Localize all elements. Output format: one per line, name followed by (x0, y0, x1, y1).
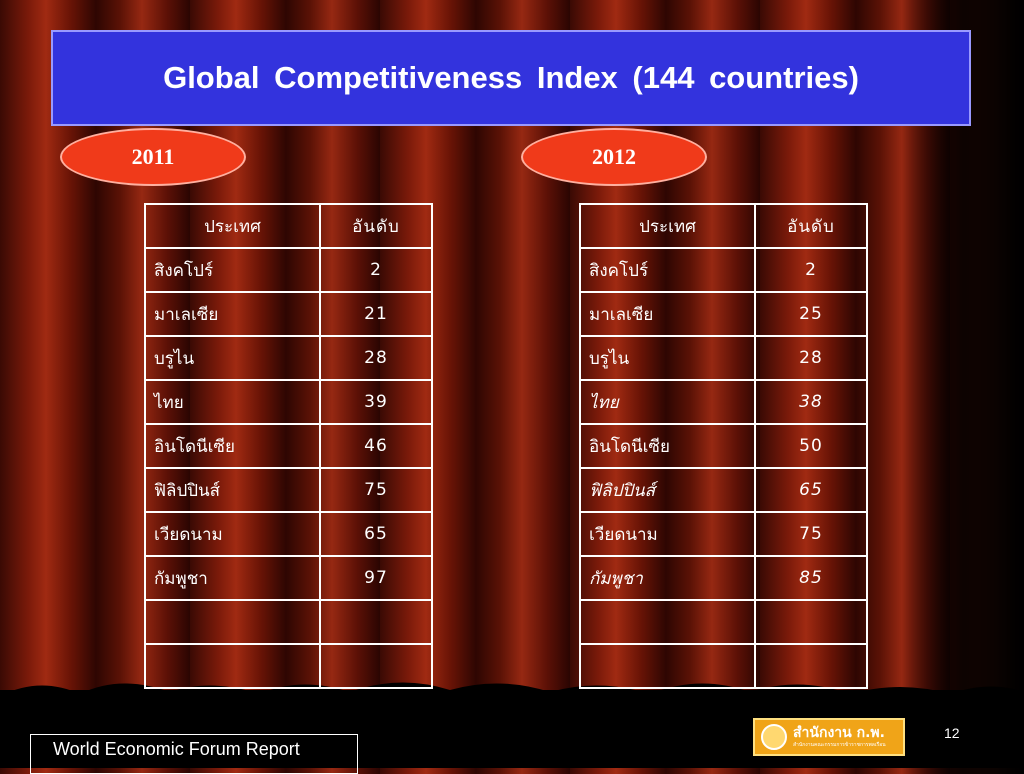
country-cell: บรูไน (144, 335, 321, 381)
table-header-row: ประเทศ อันดับ (579, 203, 868, 249)
country-cell: กัมพูชา (579, 555, 756, 601)
country-cell: มาเลเซีย (579, 291, 756, 337)
table-row: เวียดนาม 75 (579, 511, 868, 557)
year-badge-2012: 2012 (521, 128, 707, 186)
country-cell: ไทย (144, 379, 321, 425)
seal-icon (761, 724, 787, 750)
source-text: World Economic Forum Report (53, 739, 300, 759)
country-cell: อินโดนีเซีย (579, 423, 756, 469)
table-row (144, 599, 433, 645)
header-rank: อันดับ (319, 203, 433, 249)
table-row (579, 599, 868, 645)
rank-cell: 46 (319, 423, 433, 469)
year-badge-2011: 2011 (60, 128, 246, 186)
header-rank: อันดับ (754, 203, 868, 249)
table-row: บรูไน 28 (579, 335, 868, 381)
rank-cell (754, 599, 868, 645)
table-row: อินโดนีเซีย 46 (144, 423, 433, 469)
ranking-table-2011: ประเทศ อันดับ สิงคโปร์ 2 มาเลเซีย 21 บรูไน 28 ไท… (144, 203, 433, 689)
table-row: ไทย 38 (579, 379, 868, 425)
rank-cell: 28 (319, 335, 433, 381)
table-row (579, 643, 868, 689)
logo-text: สำนักงาน ก.พ. (793, 725, 885, 741)
country-cell: ฟิลิปปินส์ (579, 467, 756, 513)
page-number: 12 (944, 725, 960, 741)
rank-cell (319, 599, 433, 645)
ocsc-logo: สำนักงาน ก.พ. สำนักงานคณะกรรมการข้าราชกา… (753, 718, 905, 756)
table-row: สิงคโปร์ 2 (579, 247, 868, 293)
country-cell (144, 643, 321, 689)
ranking-table-2012: ประเทศ อันดับ สิงคโปร์ 2 มาเลเซีย 25 บรูไน 28 ไท… (579, 203, 868, 689)
rank-cell: 39 (319, 379, 433, 425)
country-cell: สิงคโปร์ (144, 247, 321, 293)
country-cell (579, 643, 756, 689)
table-row: มาเลเซีย 21 (144, 291, 433, 337)
year-label-2011: 2011 (131, 144, 175, 169)
rank-cell: 85 (754, 555, 868, 601)
rank-cell: 65 (319, 511, 433, 557)
rank-cell: 65 (754, 467, 868, 513)
rank-cell: 97 (319, 555, 433, 601)
table-row: ฟิลิปปินส์ 65 (579, 467, 868, 513)
rank-cell: 2 (754, 247, 868, 293)
table-row: มาเลเซีย 25 (579, 291, 868, 337)
table-row: เวียดนาม 65 (144, 511, 433, 557)
table-header-row: ประเทศ อันดับ (144, 203, 433, 249)
rank-cell: 2 (319, 247, 433, 293)
country-cell: สิงคโปร์ (579, 247, 756, 293)
country-cell: ไทย (579, 379, 756, 425)
rank-cell: 25 (754, 291, 868, 337)
country-cell: ฟิลิปปินส์ (144, 467, 321, 513)
country-cell: เวียดนาม (144, 511, 321, 557)
table-row: ฟิลิปปินส์ 75 (144, 467, 433, 513)
year-label-2012: 2012 (592, 144, 636, 169)
table-row: บรูไน 28 (144, 335, 433, 381)
rank-cell: 21 (319, 291, 433, 337)
header-country: ประเทศ (144, 203, 321, 249)
table-row (144, 643, 433, 689)
table-row: กัมพูชา 97 (144, 555, 433, 601)
rank-cell: 75 (319, 467, 433, 513)
table-row: ไทย 39 (144, 379, 433, 425)
source-caption: World Economic Forum Report (30, 734, 358, 774)
page-title: Global Competitiveness Index (144 countr… (163, 60, 859, 95)
rank-cell: 75 (754, 511, 868, 557)
country-cell: เวียดนาม (579, 511, 756, 557)
rank-cell (319, 643, 433, 689)
country-cell: กัมพูชา (144, 555, 321, 601)
rank-cell (754, 643, 868, 689)
rank-cell: 50 (754, 423, 868, 469)
logo-subtext: สำนักงานคณะกรรมการข้าราชการพลเรือน (793, 742, 886, 748)
country-cell: อินโดนีเซีย (144, 423, 321, 469)
header-country: ประเทศ (579, 203, 756, 249)
country-cell: มาเลเซีย (144, 291, 321, 337)
table-row: สิงคโปร์ 2 (144, 247, 433, 293)
country-cell: บรูไน (579, 335, 756, 381)
table-row: กัมพูชา 85 (579, 555, 868, 601)
rank-cell: 38 (754, 379, 868, 425)
title-banner: Global Competitiveness Index (144 countr… (51, 30, 971, 126)
country-cell (579, 599, 756, 645)
country-cell (144, 599, 321, 645)
rank-cell: 28 (754, 335, 868, 381)
table-row: อินโดนีเซีย 50 (579, 423, 868, 469)
